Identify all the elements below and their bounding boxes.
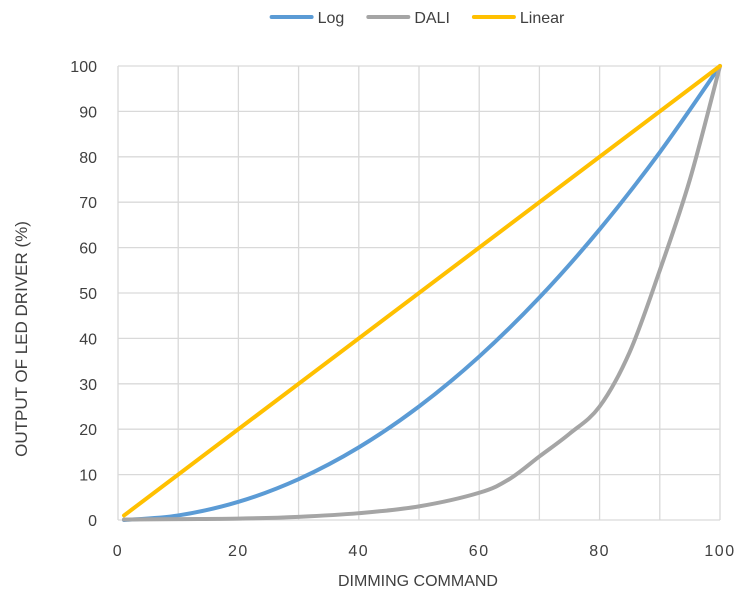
x-tick-label: 100	[704, 543, 735, 560]
y-tick-labels: 0 10 20 30 40 50 60 70 80 90 100	[70, 59, 97, 530]
y-tick-label: 0	[88, 513, 97, 530]
legend-label-linear: Linear	[520, 10, 565, 27]
legend: Log DALI Linear	[269, 10, 565, 27]
x-tick-labels: 0 20 40 60 80 100	[113, 543, 735, 560]
y-tick-label: 20	[79, 422, 97, 439]
y-tick-label: 30	[79, 377, 97, 394]
y-tick-label: 40	[79, 331, 97, 348]
y-tick-label: 90	[79, 104, 97, 121]
x-tick-label: 20	[228, 543, 249, 560]
y-tick-label: 50	[79, 286, 97, 303]
series-line-linear	[122, 64, 722, 518]
x-axis-label: DIMMING COMMAND	[338, 573, 498, 590]
x-tick-label: 60	[469, 543, 490, 560]
series-line-dali	[122, 64, 722, 522]
x-tick-label: 40	[348, 543, 369, 560]
x-tick-label: 0	[113, 543, 123, 560]
y-axis-label: OUTPUT OF LED DRIVER (%)	[12, 221, 31, 457]
series-group	[122, 64, 722, 522]
y-tick-label: 100	[70, 59, 97, 76]
y-tick-label: 70	[79, 195, 97, 212]
legend-label-dali: DALI	[414, 10, 450, 27]
y-tick-label: 10	[79, 468, 97, 485]
x-tick-label: 80	[589, 543, 610, 560]
y-tick-label: 80	[79, 150, 97, 167]
legend-label-log: Log	[318, 10, 345, 27]
series-line-log	[122, 64, 722, 522]
y-tick-label: 60	[79, 241, 97, 258]
grid	[117, 65, 721, 521]
